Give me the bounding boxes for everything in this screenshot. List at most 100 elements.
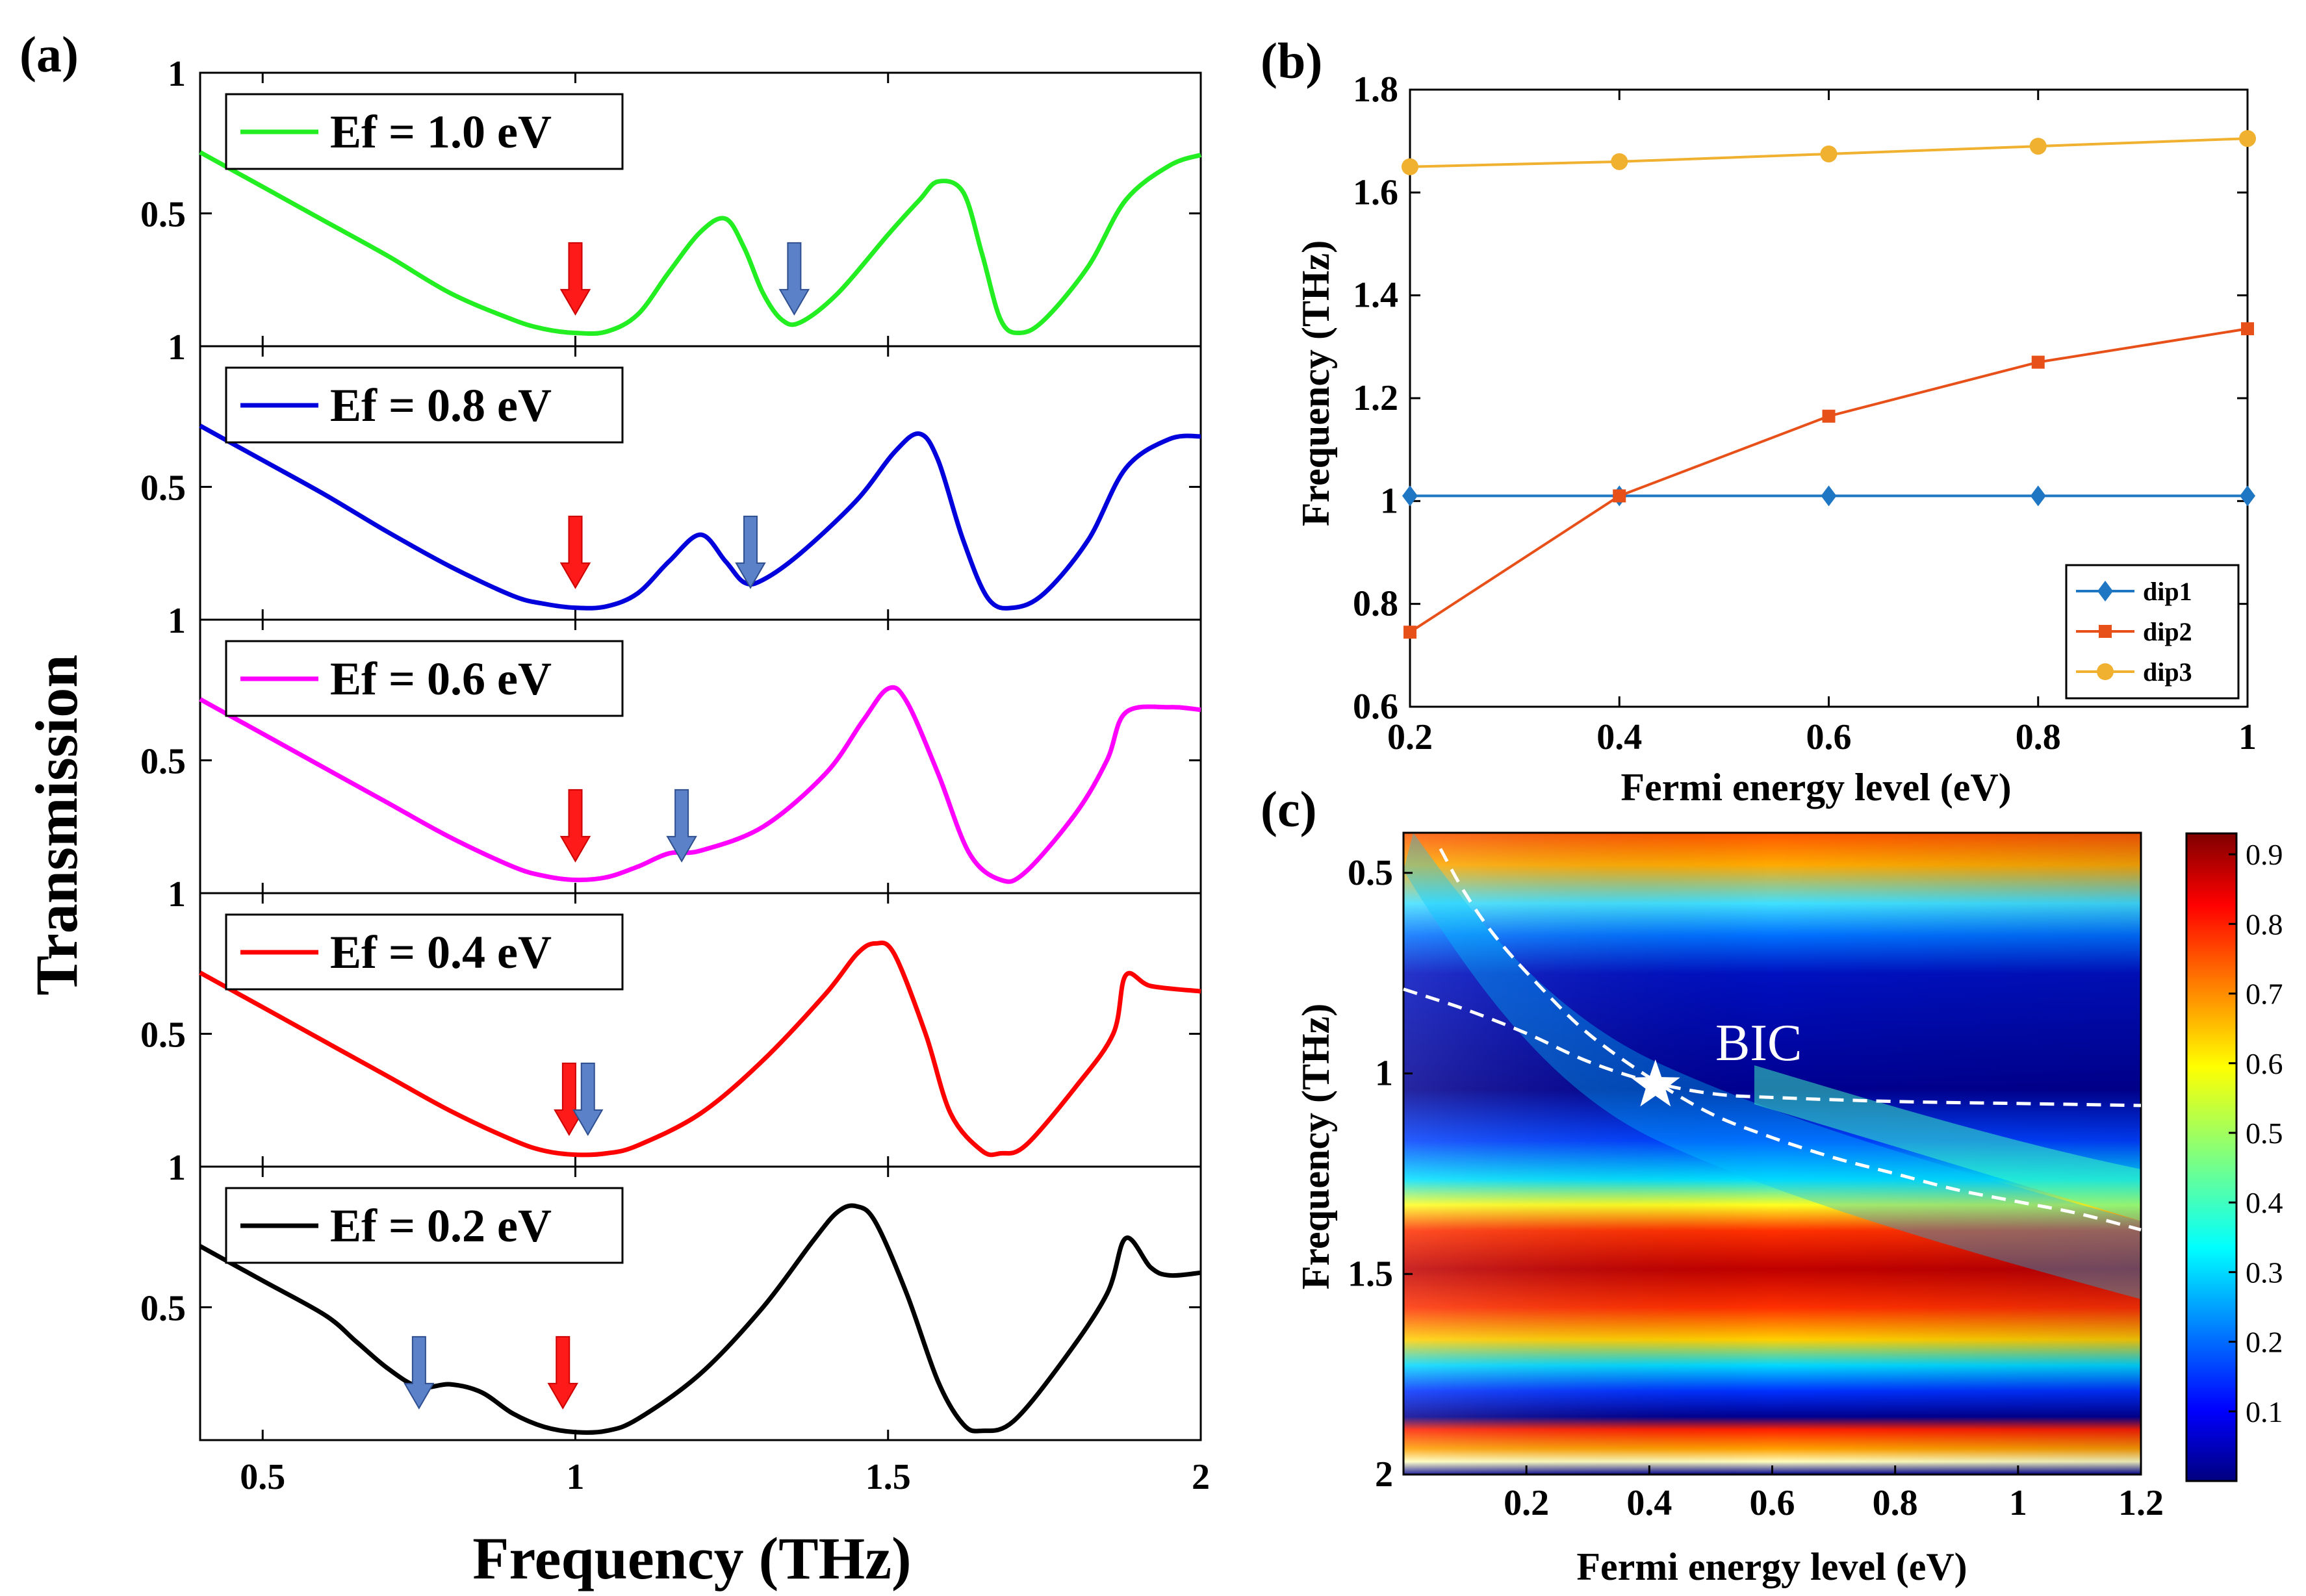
panel-a: 0.5 1 Ef = 1.0 eV 0.5 1 Ef = 0.8 eV 0.5 1 Ef = 0… <box>140 54 1210 1497</box>
legend-marker <box>2097 581 2113 602</box>
colorbar-ticks: 0.1 0.2 0.3 0.4 0.5 0.6 0.7 0.8 0.9 <box>2229 838 2283 1428</box>
panel-c-label: (c) <box>1261 781 1317 837</box>
colorbar-tick-label: 0.9 <box>2246 838 2283 871</box>
x-tick-label: 0.4 <box>1596 717 1642 757</box>
blue-arrow-marker <box>735 515 766 589</box>
y-tick-label: 0.5 <box>1348 853 1393 893</box>
data-point-dip2 <box>1403 626 1416 639</box>
red-arrow-marker <box>559 242 591 316</box>
y-tick-label: 1 <box>1380 481 1398 521</box>
data-point-dip3 <box>1820 145 1838 162</box>
red-arrow-marker <box>559 515 591 589</box>
heatmap-upper-branch <box>1754 1065 2141 1221</box>
panel-c-overlay: 0.2 0.4 0.6 0.8 1 1.2 0.5 1 1.5 2 <box>1348 848 2164 1523</box>
data-point-dip3 <box>2029 138 2047 155</box>
blue-arrow-marker <box>404 1336 435 1410</box>
data-point-dip1 <box>1402 485 1418 507</box>
y-tick-label: 1.8 <box>1353 70 1398 110</box>
colorbar-tick-label: 0.5 <box>2246 1117 2283 1150</box>
x-tick-label: 0.4 <box>1626 1483 1672 1523</box>
data-point-dip2 <box>2031 355 2045 369</box>
y-tick-label: 1 <box>168 1148 186 1188</box>
y-tick-label: 0.5 <box>140 195 186 235</box>
x-tick-label: 0.6 <box>1806 717 1852 757</box>
bic-annotation: BIC <box>1715 1015 1802 1072</box>
legend-label: Ef = 0.2 eV <box>330 1200 552 1252</box>
colorbar-tick-label: 0.7 <box>2246 978 2283 1011</box>
data-point-dip1 <box>1821 485 1837 507</box>
data-point-dip1 <box>2030 485 2046 507</box>
legend-marker <box>2097 663 2114 680</box>
red-arrow-marker <box>559 789 591 863</box>
x-tick-label: 0.8 <box>2016 717 2061 757</box>
y-tick-label: 1 <box>168 54 186 94</box>
heatmap-mode-band <box>1403 833 2141 1299</box>
legend-marker <box>2099 625 2112 638</box>
colorbar-tick-label: 0.8 <box>2246 907 2283 941</box>
legend-label: Ef = 1.0 eV <box>330 106 552 158</box>
bic-star-icon <box>1630 1059 1680 1107</box>
panel-a-ylabel: Transmission <box>23 655 90 996</box>
data-point-dip1 <box>2240 485 2255 507</box>
x-tick-label: 2 <box>1192 1457 1210 1497</box>
y-tick-label: 0.5 <box>140 1015 186 1056</box>
data-point-dip2 <box>2241 322 2254 336</box>
panel-a-label: (a) <box>19 26 79 82</box>
panel-a-xlabel: Frequency (THz) <box>472 1525 911 1591</box>
panel-b-xlabel: Fermi energy level (eV) <box>1621 766 2011 809</box>
colorbar-tick-label: 0.2 <box>2246 1326 2283 1359</box>
x-tick-label: 1 <box>567 1457 585 1497</box>
red-arrow-marker <box>547 1336 578 1410</box>
blue-arrow-marker <box>778 242 810 316</box>
data-point-dip3 <box>2239 130 2256 147</box>
data-point-dip3 <box>1402 158 1418 175</box>
x-tick-label: 1.5 <box>865 1457 911 1497</box>
heatmap <box>1402 831 2142 1476</box>
y-tick-label: 0.5 <box>140 468 186 509</box>
panel-b-ylabel: Frequency (THz) <box>1294 240 1337 526</box>
y-tick-label: 1.6 <box>1353 172 1398 212</box>
colorbar-tick-label: 0.1 <box>2246 1395 2283 1428</box>
y-tick-label: 0.6 <box>1353 687 1398 727</box>
x-tick-label: 0.6 <box>1750 1483 1795 1523</box>
x-tick-label: 0.2 <box>1387 717 1433 757</box>
x-tick-label: 1.2 <box>2118 1483 2164 1523</box>
legend-label: Ef = 0.6 eV <box>330 653 552 705</box>
series-line <box>199 940 1201 1158</box>
legend-label: Ef = 0.4 eV <box>330 926 552 978</box>
data-point-dip2 <box>1613 489 1626 503</box>
series-line <box>199 150 1202 336</box>
y-tick-label: 0.5 <box>140 1289 186 1329</box>
data-point-dip2 <box>1822 409 1836 423</box>
legend-label: dip1 <box>2143 577 2192 606</box>
colorbar-tick-label: 0.3 <box>2246 1256 2283 1289</box>
subplot-frame <box>199 1165 1202 1441</box>
panel-c-xlabel: Fermi energy level (eV) <box>1576 1545 1967 1588</box>
colorbar <box>2185 832 2238 1482</box>
x-tick-label: 0.5 <box>240 1457 285 1497</box>
data-point-dip3 <box>1611 153 1628 170</box>
x-tick-label: 1 <box>2009 1483 2027 1523</box>
dashed-curve-upper <box>1439 848 2142 1232</box>
colorbar-tick-label: 0.4 <box>2246 1186 2283 1219</box>
y-tick-label: 1.4 <box>1353 275 1398 316</box>
series-line <box>199 424 1201 611</box>
y-tick-label: 1.2 <box>1353 378 1398 418</box>
x-tick-label: 0.8 <box>1873 1483 1918 1523</box>
panel-b: 0.6 0.8 1 1.2 1.4 1.6 1.8 0.2 0.4 0.6 0.8 1 dip1 dip2… <box>1353 70 2257 757</box>
panel-c-ylabel: Frequency (THz) <box>1294 1004 1337 1289</box>
legend-label: Ef = 0.8 eV <box>330 379 552 431</box>
y-tick-label: 0.8 <box>1353 584 1398 624</box>
blue-arrow-marker <box>572 1062 604 1136</box>
y-tick-label: 1 <box>168 327 186 368</box>
panel-b-label: (b) <box>1261 32 1322 89</box>
blue-arrow-marker <box>666 789 697 863</box>
red-arrow-marker <box>554 1062 585 1136</box>
y-tick-label: 1 <box>1375 1054 1393 1094</box>
legend-label: dip3 <box>2143 657 2192 687</box>
y-tick-label: 1 <box>168 601 186 641</box>
colorbar-tick-label: 0.6 <box>2246 1047 2283 1080</box>
y-tick-label: 1 <box>168 874 186 915</box>
y-tick-label: 2 <box>1375 1454 1393 1495</box>
